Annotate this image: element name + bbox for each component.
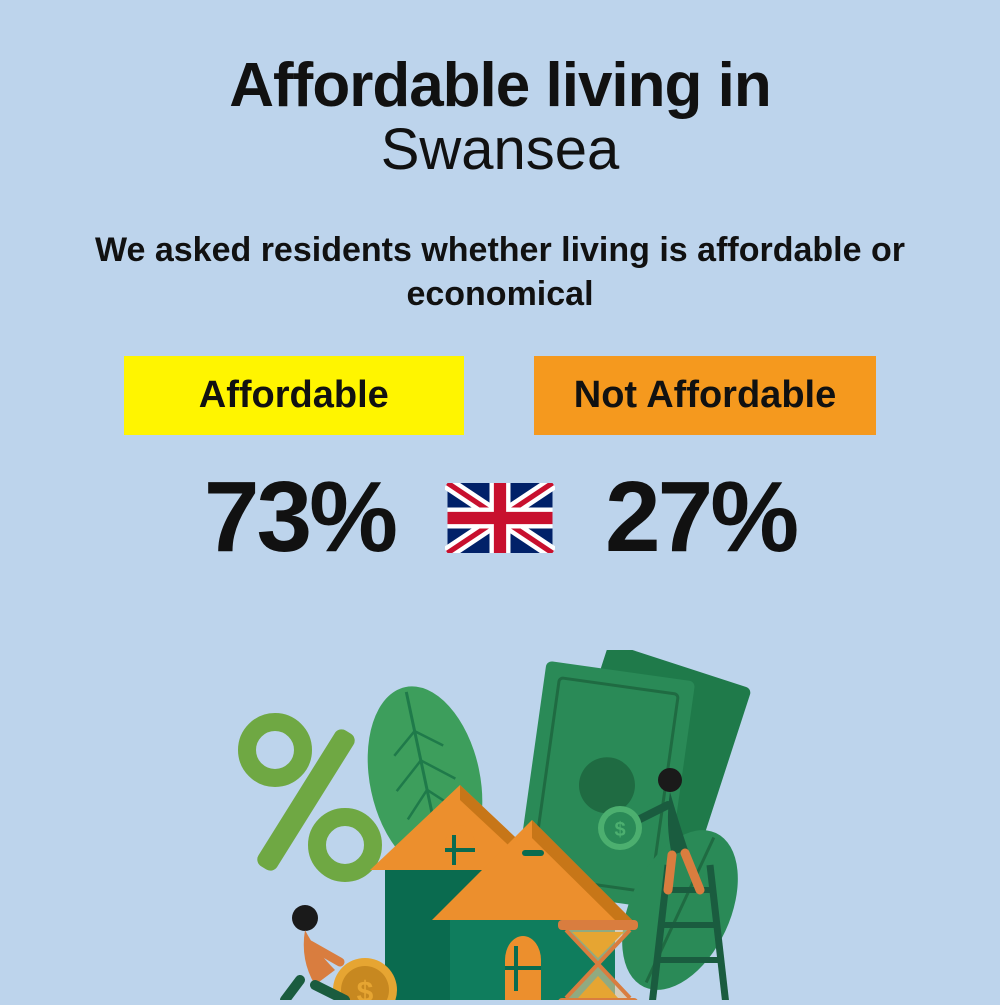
- savings-illustration: $ $: [200, 650, 800, 1000]
- affordable-box: Affordable: [124, 356, 464, 435]
- title-line2: Swansea: [80, 116, 920, 183]
- svg-text:$: $: [357, 976, 374, 1000]
- uk-flag-icon: [445, 483, 555, 553]
- not-affordable-box: Not Affordable: [534, 356, 876, 435]
- title-line1: Affordable living in: [80, 50, 920, 121]
- options-row: Affordable Not Affordable: [80, 356, 920, 435]
- subtitle: We asked residents whether living is aff…: [80, 228, 920, 316]
- person-left-icon: $: [285, 905, 397, 1000]
- svg-text:$: $: [614, 819, 625, 841]
- percent-icon: [247, 722, 373, 874]
- affordable-percent: 73%: [204, 460, 395, 575]
- stats-row: 73% 27%: [80, 460, 920, 575]
- not-affordable-percent: 27%: [605, 460, 796, 575]
